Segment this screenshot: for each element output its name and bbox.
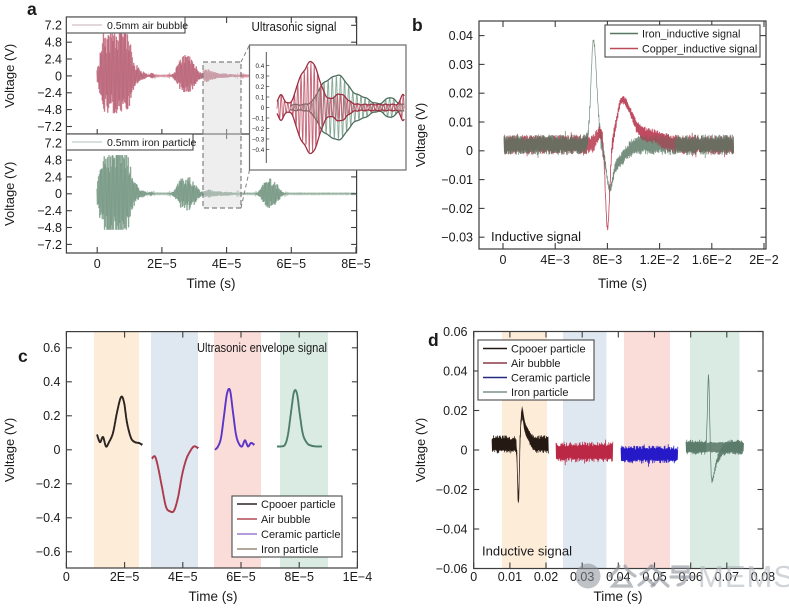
- svg-text:0.04: 0.04: [443, 364, 467, 378]
- svg-text:Voltage (V): Voltage (V): [2, 418, 17, 482]
- svg-text:−0.02: −0.02: [436, 483, 468, 497]
- svg-text:Time (s): Time (s): [187, 276, 236, 291]
- svg-text:0.08: 0.08: [751, 570, 775, 584]
- svg-text:4E−3: 4E−3: [540, 253, 570, 267]
- svg-text:MEMS: MEMS: [698, 559, 789, 594]
- svg-text:Time (s): Time (s): [598, 276, 647, 291]
- svg-text:6E−5: 6E−5: [277, 257, 307, 271]
- svg-text:4.8: 4.8: [45, 36, 62, 50]
- svg-text:0: 0: [500, 253, 507, 267]
- svg-text:Voltage (V): Voltage (V): [2, 44, 17, 108]
- svg-text:Copper_inductive signal: Copper_inductive signal: [642, 44, 757, 56]
- svg-text:1E−4: 1E−4: [343, 570, 373, 584]
- svg-text:0: 0: [63, 570, 70, 584]
- svg-text:−0.01: −0.01: [441, 173, 473, 187]
- svg-text:7.2: 7.2: [45, 137, 62, 151]
- svg-text:Ultrasonic signal: Ultrasonic signal: [252, 19, 337, 34]
- svg-text:8E−5: 8E−5: [284, 570, 314, 584]
- svg-text:Voltage (V): Voltage (V): [413, 103, 428, 167]
- svg-text:0: 0: [54, 443, 61, 457]
- svg-text:8E−3: 8E−3: [593, 253, 623, 267]
- svg-text:−0.2: −0.2: [252, 126, 265, 133]
- svg-text:0.01: 0.01: [449, 115, 473, 129]
- svg-text:−0.4: −0.4: [36, 511, 61, 525]
- svg-text:0.4: 0.4: [43, 375, 60, 389]
- svg-text:Ceramic particle: Ceramic particle: [261, 529, 340, 541]
- svg-text:−0.3: −0.3: [252, 136, 265, 143]
- svg-text:0: 0: [470, 570, 477, 584]
- svg-text:4E−5: 4E−5: [168, 570, 198, 584]
- svg-text:Time (s): Time (s): [594, 589, 643, 604]
- svg-text:Iron_inductive signal: Iron_inductive signal: [642, 29, 740, 41]
- svg-text:−0.04: −0.04: [436, 522, 468, 536]
- svg-text:0: 0: [261, 105, 265, 112]
- svg-text:−7.2: −7.2: [37, 238, 62, 252]
- svg-text:−0.4: −0.4: [252, 147, 265, 154]
- svg-text:−0.06: −0.06: [436, 562, 468, 576]
- svg-text:0.4: 0.4: [256, 63, 265, 70]
- svg-text:−0.1: −0.1: [252, 115, 265, 122]
- svg-text:0.06: 0.06: [443, 325, 467, 339]
- svg-text:0: 0: [55, 69, 62, 83]
- svg-text:−2.4: −2.4: [37, 86, 62, 100]
- svg-text:0.3: 0.3: [256, 73, 265, 80]
- svg-text:0.03: 0.03: [449, 58, 473, 72]
- svg-text:−2.4: −2.4: [37, 204, 62, 218]
- svg-text:0.02: 0.02: [449, 87, 473, 101]
- svg-text:0.6: 0.6: [43, 341, 60, 355]
- svg-text:Iron particle: Iron particle: [511, 387, 568, 399]
- svg-text:Ultrasonic envelope signal: Ultrasonic envelope signal: [197, 341, 327, 355]
- svg-text:c: c: [18, 346, 28, 366]
- svg-text:a: a: [27, 0, 37, 19]
- svg-text:0.01: 0.01: [498, 570, 522, 584]
- svg-text:−4.8: −4.8: [37, 221, 62, 235]
- svg-text:0.04: 0.04: [449, 29, 473, 43]
- svg-text:2E−5: 2E−5: [110, 570, 140, 584]
- svg-text:0.2: 0.2: [256, 84, 265, 91]
- svg-text:Air bubble: Air bubble: [511, 358, 561, 370]
- svg-text:2E−2: 2E−2: [749, 253, 779, 267]
- svg-text:Inductive signal: Inductive signal: [491, 229, 581, 244]
- svg-text:Cpooer particle: Cpooer particle: [261, 499, 336, 511]
- svg-text:0.2: 0.2: [43, 409, 60, 423]
- svg-text:2.4: 2.4: [45, 52, 62, 66]
- svg-text:6E−5: 6E−5: [226, 570, 256, 584]
- svg-text:1.2E−2: 1.2E−2: [640, 253, 680, 267]
- svg-text:2E−5: 2E−5: [147, 257, 177, 271]
- svg-text:−0.6: −0.6: [36, 545, 61, 559]
- svg-text:Time (s): Time (s): [189, 589, 238, 604]
- svg-text:0.5mm iron particle: 0.5mm iron particle: [107, 137, 196, 149]
- svg-text:Voltage (V): Voltage (V): [2, 162, 17, 226]
- svg-text:0: 0: [55, 187, 62, 201]
- svg-text:Voltage (V): Voltage (V): [413, 418, 428, 482]
- svg-text:−0.02: −0.02: [441, 202, 473, 216]
- svg-text:1.6E−2: 1.6E−2: [692, 253, 732, 267]
- svg-text:0.02: 0.02: [443, 404, 467, 418]
- svg-text:d: d: [428, 330, 439, 350]
- svg-text:−0.2: −0.2: [36, 477, 61, 491]
- svg-text:0.5mm air bubble: 0.5mm air bubble: [107, 20, 188, 32]
- svg-text:0: 0: [461, 443, 468, 457]
- svg-text:2.4: 2.4: [45, 170, 62, 184]
- svg-text:7.2: 7.2: [45, 19, 62, 33]
- svg-text:8E−5: 8E−5: [341, 257, 371, 271]
- svg-text:−4.8: −4.8: [37, 103, 62, 117]
- svg-text:4E−5: 4E−5: [212, 257, 242, 271]
- svg-text:−0.03: −0.03: [441, 231, 473, 245]
- svg-text:b: b: [412, 15, 423, 35]
- svg-text:0.1: 0.1: [256, 94, 265, 101]
- svg-text:0: 0: [466, 144, 473, 158]
- svg-text:Iron particle: Iron particle: [261, 544, 318, 556]
- svg-text:Ceramic particle: Ceramic particle: [511, 373, 590, 385]
- svg-text:Air bubble: Air bubble: [261, 514, 311, 526]
- svg-text:Cpooer particle: Cpooer particle: [511, 344, 586, 356]
- svg-text:−7.2: −7.2: [37, 120, 62, 134]
- svg-text:0.02: 0.02: [534, 570, 558, 584]
- svg-text:Inductive signal: Inductive signal: [482, 544, 572, 559]
- svg-text:0.07: 0.07: [715, 570, 739, 584]
- svg-text:4.8: 4.8: [45, 153, 62, 167]
- svg-text:0: 0: [94, 257, 101, 271]
